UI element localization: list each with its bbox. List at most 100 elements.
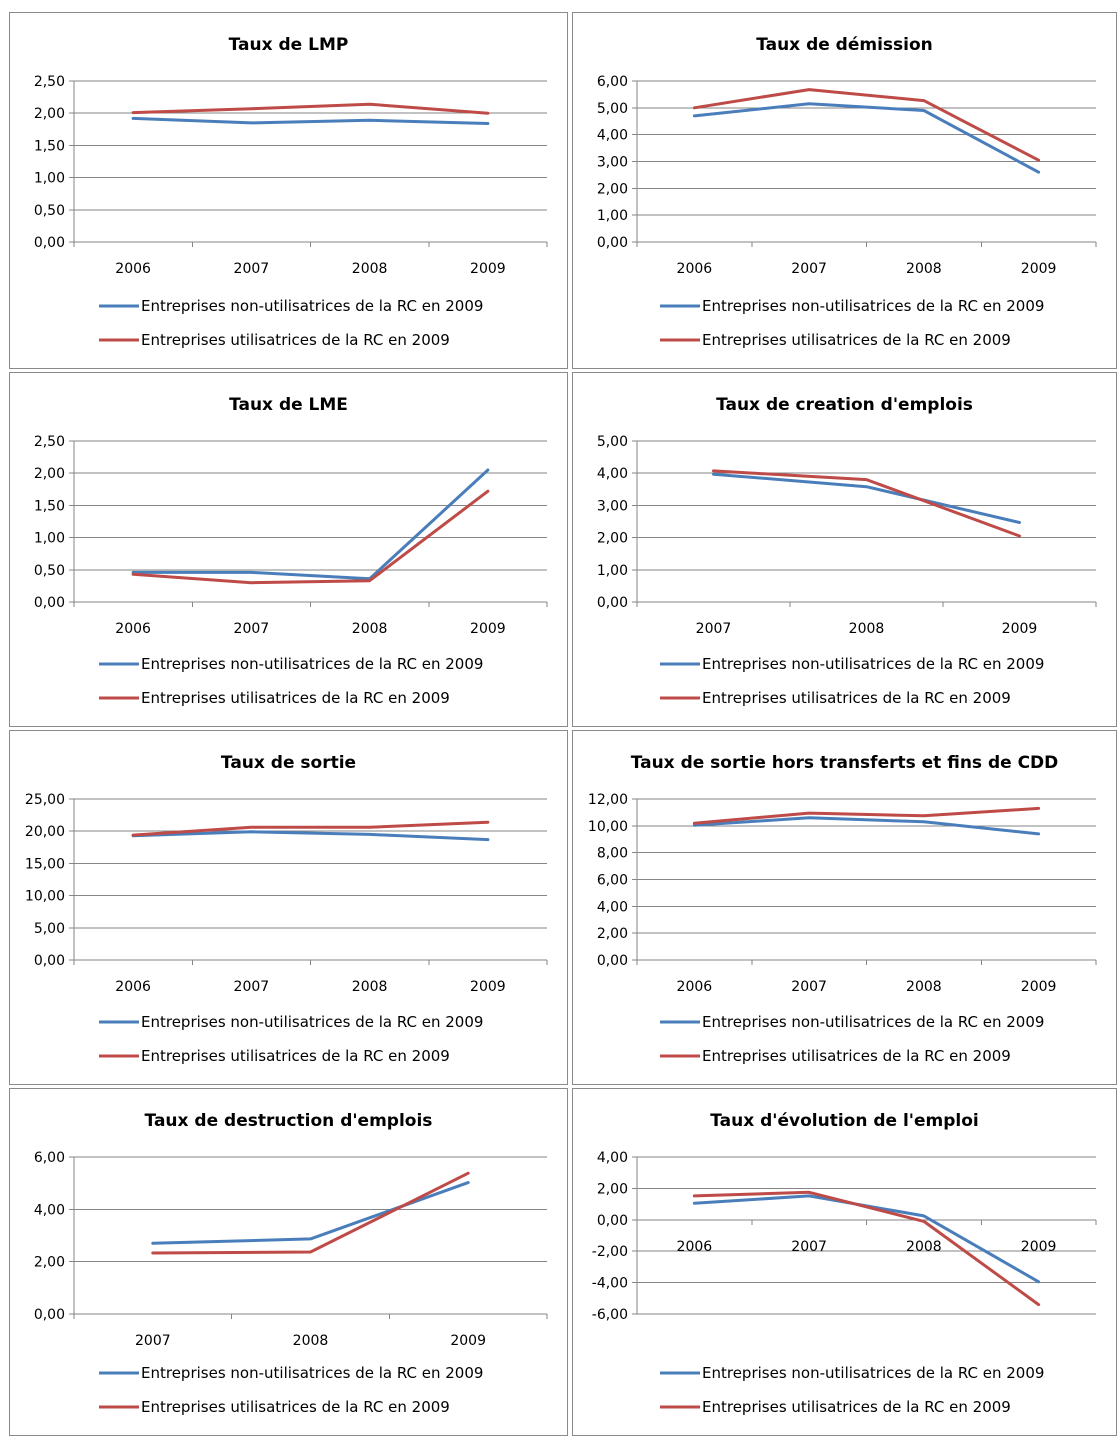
series-line-utilisatrices (131, 102, 490, 115)
chart-svg-sortie: Taux de sortie 0,00 5,00 10,00 15,00 20,00 25,… (25, 753, 548, 1065)
x-tick-label: 2006 (115, 261, 151, 277)
legend-label-utilisatrices: Entreprises utilisatrices de la RC en 20… (141, 1047, 450, 1065)
chart-svg-demission: Taux de démission 0,00 1,00 2,00 3,00 4,00 5,0… (597, 35, 1097, 349)
y-tick-label: 2,00 (597, 1181, 628, 1197)
x-tick-label: 2008 (849, 621, 885, 637)
x-tick-label: 2007 (791, 261, 827, 277)
y-tick-label: 1,50 (34, 138, 65, 154)
y-tick-label: 4,00 (34, 1202, 65, 1218)
y-tick-label: 0,00 (34, 595, 65, 611)
y-tick-label: -6,00 (592, 1307, 628, 1323)
y-tick-label: 1,00 (597, 563, 628, 579)
series-line-non-utilisatrices (131, 468, 490, 581)
x-tick-label: 2007 (234, 621, 270, 637)
y-tick-label: 10,00 (588, 819, 628, 835)
chart-title: Taux d'évolution de l'emploi (710, 1111, 979, 1131)
legend-label-non-utilisatrices: Entreprises non-utilisatrices de la RC e… (702, 297, 1044, 315)
y-tick-label: 0,00 (597, 953, 628, 969)
x-tick-label: 2009 (1002, 621, 1038, 637)
x-tick-label: 2007 (791, 1239, 827, 1255)
y-tick-label: 0,50 (34, 203, 65, 219)
y-tick-label: 4,00 (597, 899, 628, 915)
y-tick-label: 1,00 (34, 171, 65, 187)
chart-panel-demission: Taux de démission 0,00 1,00 2,00 3,00 4,00 5,0… (572, 12, 1117, 369)
series-line-non-utilisatrices (692, 816, 1041, 836)
series-line-non-utilisatrices (131, 116, 490, 125)
x-tick-label: 2008 (352, 979, 388, 995)
y-tick-label: 2,00 (34, 466, 65, 482)
chart-panel-sortie-hors-transferts: Taux de sortie hors transferts et fins d… (572, 730, 1117, 1085)
x-tick-label: 2008 (906, 979, 942, 995)
y-tick-label: 1,50 (34, 498, 65, 514)
y-tick-label: 0,00 (597, 235, 628, 251)
x-tick-label: 2008 (906, 261, 942, 277)
y-tick-label: 2,50 (34, 434, 65, 450)
chart-title: Taux de démission (756, 35, 933, 55)
legend-label-utilisatrices: Entreprises utilisatrices de la RC en 20… (141, 1398, 450, 1416)
x-tick-label: 2009 (1021, 1239, 1057, 1255)
chart-svg-lmp: Taux de LMP 0,00 0,50 1,00 1,50 2,00 2,50 2006 2… (34, 35, 548, 349)
legend-label-utilisatrices: Entreprises utilisatrices de la RC en 20… (702, 689, 1011, 707)
x-tick-label: 2006 (115, 621, 151, 637)
y-tick-label: 2,00 (597, 926, 628, 942)
y-tick-label: 6,00 (597, 74, 628, 90)
chart-title: Taux de LME (229, 395, 348, 415)
x-tick-label: 2007 (135, 1333, 171, 1349)
y-tick-label: 4,00 (597, 128, 628, 144)
x-tick-label: 2009 (1021, 979, 1057, 995)
series-line-non-utilisatrices (151, 1181, 470, 1245)
legend-label-non-utilisatrices: Entreprises non-utilisatrices de la RC e… (702, 1364, 1044, 1382)
y-tick-label: 2,00 (597, 181, 628, 197)
y-tick-label: 1,00 (34, 531, 65, 547)
y-tick-label: 1,00 (597, 208, 628, 224)
y-tick-label: 5,00 (597, 434, 628, 450)
series-line-utilisatrices (692, 806, 1041, 825)
series-line-utilisatrices (712, 469, 1021, 538)
y-tick-label: -2,00 (592, 1244, 628, 1260)
y-tick-label: 6,00 (34, 1150, 65, 1166)
y-tick-label: 12,00 (588, 792, 628, 808)
series-line-non-utilisatrices (712, 472, 1021, 524)
chart-title: Taux de creation d'emplois (716, 395, 973, 415)
y-tick-label: -4,00 (592, 1276, 628, 1292)
chart-panel-evolution-emploi: Taux d'évolution de l'emploi -6,00 -4,00 -2… (572, 1088, 1117, 1436)
y-tick-label: 3,00 (597, 155, 628, 171)
legend-label-non-utilisatrices: Entreprises non-utilisatrices de la RC e… (141, 297, 483, 315)
y-tick-label: 6,00 (597, 873, 628, 889)
x-tick-label: 2006 (677, 1239, 713, 1255)
series-line-utilisatrices (692, 88, 1041, 162)
y-tick-label: 0,00 (34, 1307, 65, 1323)
chart-title: Taux de LMP (229, 35, 349, 55)
x-tick-label: 2007 (234, 261, 270, 277)
series-line-non-utilisatrices (692, 102, 1041, 174)
y-tick-label: 20,00 (25, 824, 65, 840)
legend-label-non-utilisatrices: Entreprises non-utilisatrices de la RC e… (141, 1013, 483, 1031)
legend-label-utilisatrices: Entreprises utilisatrices de la RC en 20… (702, 1047, 1011, 1065)
x-tick-label: 2007 (696, 621, 732, 637)
series-line-utilisatrices (692, 1190, 1041, 1307)
y-tick-label: 4,00 (597, 1150, 628, 1166)
series-line-utilisatrices (131, 820, 490, 837)
x-tick-label: 2009 (1021, 261, 1057, 277)
chart-title: Taux de destruction d'emplois (145, 1111, 433, 1131)
legend-label-non-utilisatrices: Entreprises non-utilisatrices de la RC e… (702, 655, 1044, 673)
chart-svg-destruction-emplois: Taux de destruction d'emplois 0,00 2,00 4,0… (34, 1111, 548, 1416)
legend-label-non-utilisatrices: Entreprises non-utilisatrices de la RC e… (141, 1364, 483, 1382)
x-tick-label: 2008 (352, 621, 388, 637)
y-tick-label: 2,00 (597, 531, 628, 547)
chart-panel-creation-emplois: Taux de creation d'emplois 0,00 1,00 2,00 3,… (572, 372, 1117, 727)
y-tick-label: 2,00 (34, 106, 65, 122)
y-tick-label: 0,50 (34, 563, 65, 579)
y-tick-label: 0,00 (597, 595, 628, 611)
chart-svg-lme: Taux de LME 0,00 0,50 1,00 1,50 2,00 2,50 2006 2… (34, 395, 548, 707)
x-tick-label: 2006 (677, 261, 713, 277)
chart-panel-lme: Taux de LME 0,00 0,50 1,00 1,50 2,00 2,50 2006 2… (9, 372, 568, 727)
series-line-utilisatrices (131, 489, 490, 585)
y-tick-label: 3,00 (597, 498, 628, 514)
x-tick-label: 2006 (677, 979, 713, 995)
y-tick-label: 15,00 (25, 856, 65, 872)
x-tick-label: 2009 (450, 1333, 486, 1349)
x-tick-label: 2008 (293, 1333, 329, 1349)
chart-svg-evolution-emploi: Taux d'évolution de l'emploi -6,00 -4,00 -2… (592, 1111, 1097, 1416)
